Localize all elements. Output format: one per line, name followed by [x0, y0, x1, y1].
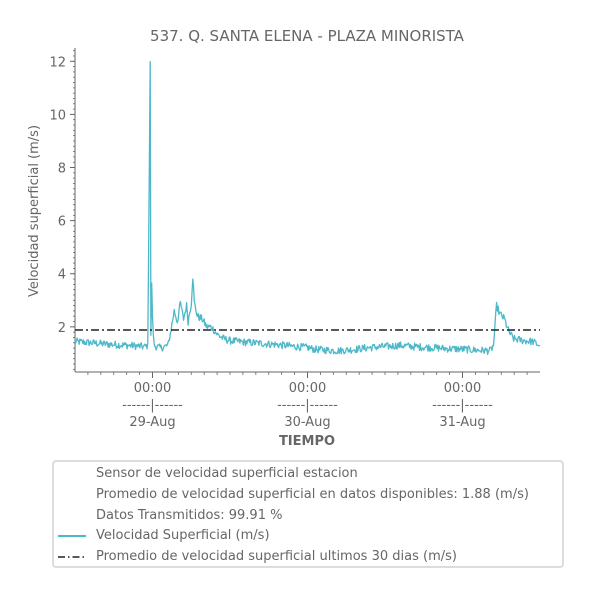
y-tick-label: 4 — [58, 268, 66, 283]
legend-row-velocity: Velocidad Superficial (m/s) — [54, 526, 562, 546]
y-tick-label: 8 — [58, 162, 66, 177]
x-tick-date-label: 29-Aug — [129, 415, 175, 430]
legend: Sensor de velocidad superficial estacion… — [52, 460, 564, 568]
legend-row-station: Sensor de velocidad superficial estacion — [54, 464, 562, 484]
y-tick-label: 10 — [49, 108, 66, 123]
velocity-series-line — [74, 60, 541, 355]
x-tick-separator-label: ------|------ — [277, 398, 338, 413]
legend-row-average: Promedio de velocidad superficial en dat… — [54, 485, 562, 505]
x-tick-separator-label: ------|------ — [432, 398, 493, 413]
x-tick-date-label: 31-Aug — [439, 415, 485, 430]
y-axis-label: Velocidad superficial (m/s) — [27, 125, 42, 297]
legend-avg30-text: Promedio de velocidad superficial ultimo… — [96, 549, 457, 564]
x-tick-time-label: 00:00 — [289, 381, 326, 396]
x-axis-label: TIEMPO — [279, 434, 335, 449]
x-tick-time-label: 00:00 — [134, 381, 171, 396]
y-tick-label: 6 — [58, 215, 66, 230]
chart-canvas: 537. Q. SANTA ELENA - PLAZA MINORISTA Ve… — [27, 27, 541, 449]
legend-row-avg30: Promedio de velocidad superficial ultimo… — [54, 547, 562, 567]
legend-row-transmitted: Datos Transmitidos: 99.91 % — [54, 506, 562, 526]
legend-transmitted-text: Datos Transmitidos: 99.91 % — [96, 508, 283, 523]
chart-title: 537. Q. SANTA ELENA - PLAZA MINORISTA — [150, 27, 465, 45]
legend-velocity-swatch — [58, 535, 86, 537]
x-tick-date-label: 30-Aug — [284, 415, 330, 430]
legend-station-text: Sensor de velocidad superficial estacion — [96, 466, 358, 481]
legend-average-text: Promedio de velocidad superficial en dat… — [96, 487, 529, 502]
plot-area: 2 4 6 8 10 12 00:00 ------|------ 29-Aug 00:00 ---… — [49, 48, 541, 430]
legend-avg30-swatch — [58, 556, 86, 558]
legend-velocity-text: Velocidad Superficial (m/s) — [96, 528, 270, 543]
y-tick-label: 2 — [58, 321, 66, 336]
y-tick-label: 12 — [49, 55, 66, 70]
x-tick-time-label: 00:00 — [444, 381, 481, 396]
x-tick-separator-label: ------|------ — [122, 398, 183, 413]
